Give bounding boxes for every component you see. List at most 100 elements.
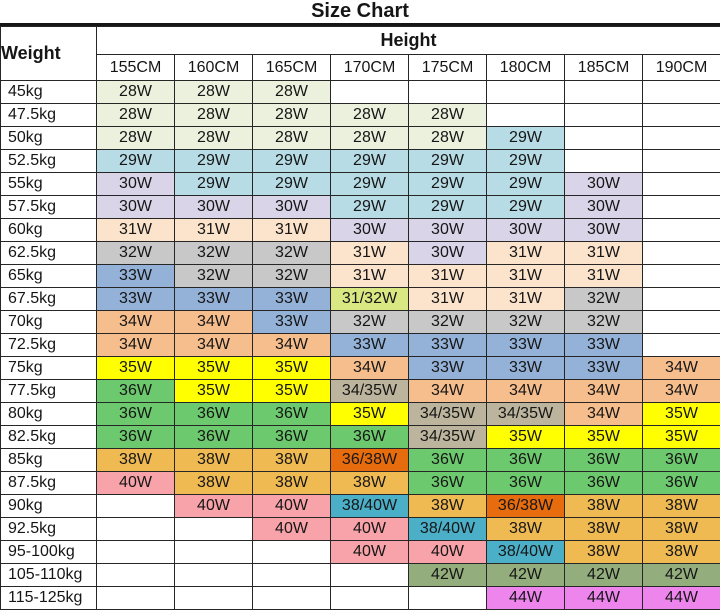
weight-label: 57.5kg [0, 195, 97, 219]
weight-label: 82.5kg [0, 425, 97, 449]
size-cell [642, 287, 720, 311]
size-cell: 34W [642, 356, 720, 380]
size-cell: 38W [252, 471, 331, 495]
size-cell: 35W [174, 379, 253, 403]
size-cell [642, 218, 720, 242]
size-cell: 31W [564, 264, 643, 288]
size-cell: 34W [96, 333, 175, 357]
size-cell: 31W [408, 287, 487, 311]
table-row: 87.5kg 40W 38W 38W 38W 36W 36W 36W 36W [0, 471, 720, 495]
size-cell: 38W [174, 448, 253, 472]
size-cell [174, 563, 253, 587]
size-cell: 29W [252, 149, 331, 173]
weight-label: 80kg [0, 402, 97, 426]
size-cell: 35W [564, 425, 643, 449]
size-cell: 40W [408, 540, 487, 564]
size-cell: 29W [408, 195, 487, 219]
size-cell: 38W [96, 448, 175, 472]
size-cell: 42W [642, 563, 720, 587]
size-cell: 32W [330, 310, 409, 334]
size-cell: 31/32W [330, 287, 409, 311]
size-cell: 30W [252, 195, 331, 219]
size-cell: 34/35W [408, 402, 487, 426]
size-cell [96, 586, 175, 610]
size-cell: 28W [96, 103, 175, 127]
size-cell: 40W [330, 517, 409, 541]
size-cell: 33W [564, 356, 643, 380]
size-cell: 38W [330, 471, 409, 495]
weight-label: 60kg [0, 218, 97, 242]
size-cell: 34W [408, 379, 487, 403]
size-cell: 34/35W [408, 425, 487, 449]
size-cell [642, 172, 720, 196]
size-cell: 30W [564, 172, 643, 196]
size-cell: 36W [408, 448, 487, 472]
table-row: 52.5kg 29W 29W 29W 29W 29W 29W [0, 149, 720, 173]
table-row: 92.5kg 40W 40W 38/40W 38W 38W 38W [0, 517, 720, 541]
size-cell: 38/40W [408, 517, 487, 541]
size-cell: 29W [486, 149, 565, 173]
table-row: 82.5kg 36W 36W 36W 36W 34/35W 35W 35W 35W [0, 425, 720, 449]
size-cell: 40W [252, 494, 331, 518]
size-cell: 36/38W [330, 448, 409, 472]
size-cell: 38/40W [486, 540, 565, 564]
size-cell: 32W [174, 241, 253, 265]
size-cell: 42W [486, 563, 565, 587]
size-cell: 38W [486, 517, 565, 541]
size-cell [564, 103, 643, 127]
size-cell [564, 149, 643, 173]
column-header-190cm: 190CM [642, 54, 720, 81]
height-group-row: Weight Height [0, 26, 720, 81]
size-cell: 28W [96, 126, 175, 150]
size-cell: 28W [174, 103, 253, 127]
size-cell: 36W [408, 471, 487, 495]
table-row: 57.5kg 30W 30W 30W 29W 29W 29W 30W [0, 195, 720, 219]
table-row: 85kg 38W 38W 38W 36/38W 36W 36W 36W 36W [0, 448, 720, 472]
weight-label: 47.5kg [0, 103, 97, 127]
size-cell: 32W [564, 310, 643, 334]
size-cell: 34W [486, 379, 565, 403]
size-cell: 38W [564, 517, 643, 541]
size-cell: 35W [252, 356, 331, 380]
table-row: 62.5kg 32W 32W 32W 31W 30W 31W 31W [0, 241, 720, 265]
table-row: 95-100kg 40W 40W 38/40W 38W 38W [0, 540, 720, 564]
size-cell [408, 586, 487, 610]
size-cell: 30W [408, 241, 487, 265]
table-row: 45kg 28W 28W 28W [0, 80, 720, 104]
size-cell: 32W [252, 264, 331, 288]
size-cell: 29W [252, 172, 331, 196]
weight-label: 55kg [0, 172, 97, 196]
column-header-175cm: 175CM [408, 54, 487, 81]
size-cell: 38W [564, 494, 643, 518]
size-cell: 30W [330, 218, 409, 242]
size-cell: 36W [330, 425, 409, 449]
size-cell: 40W [174, 494, 253, 518]
size-cell: 40W [96, 471, 175, 495]
size-cell: 34W [252, 333, 331, 357]
size-cell: 28W [330, 103, 409, 127]
column-header-155cm: 155CM [96, 54, 175, 81]
weight-label: 115-125kg [0, 586, 97, 610]
size-cell: 28W [252, 126, 331, 150]
size-cell: 30W [564, 218, 643, 242]
size-cell: 31W [330, 264, 409, 288]
size-cell: 34W [564, 402, 643, 426]
table-row: 115-125kg 44W 44W 44W [0, 586, 720, 610]
height-group-header: Height [96, 26, 720, 55]
column-header-185cm: 185CM [564, 54, 643, 81]
weight-label: 77.5kg [0, 379, 97, 403]
size-cell [564, 80, 643, 104]
weight-label: 75kg [0, 356, 97, 380]
column-header-165cm: 165CM [252, 54, 331, 81]
size-cell: 28W [174, 126, 253, 150]
size-cell: 31W [564, 241, 643, 265]
column-header-180cm: 180CM [486, 54, 565, 81]
table-row: 80kg 36W 36W 36W 35W 34/35W 34/35W 34W 35W [0, 402, 720, 426]
size-cell: 32W [96, 241, 175, 265]
size-cell: 40W [252, 517, 331, 541]
table-row: 90kg 40W 40W 38/40W 38W 36/38W 38W 38W [0, 494, 720, 518]
size-cell: 29W [174, 172, 253, 196]
size-cell: 34W [174, 333, 253, 357]
size-cell: 29W [408, 149, 487, 173]
size-cell: 38/40W [330, 494, 409, 518]
